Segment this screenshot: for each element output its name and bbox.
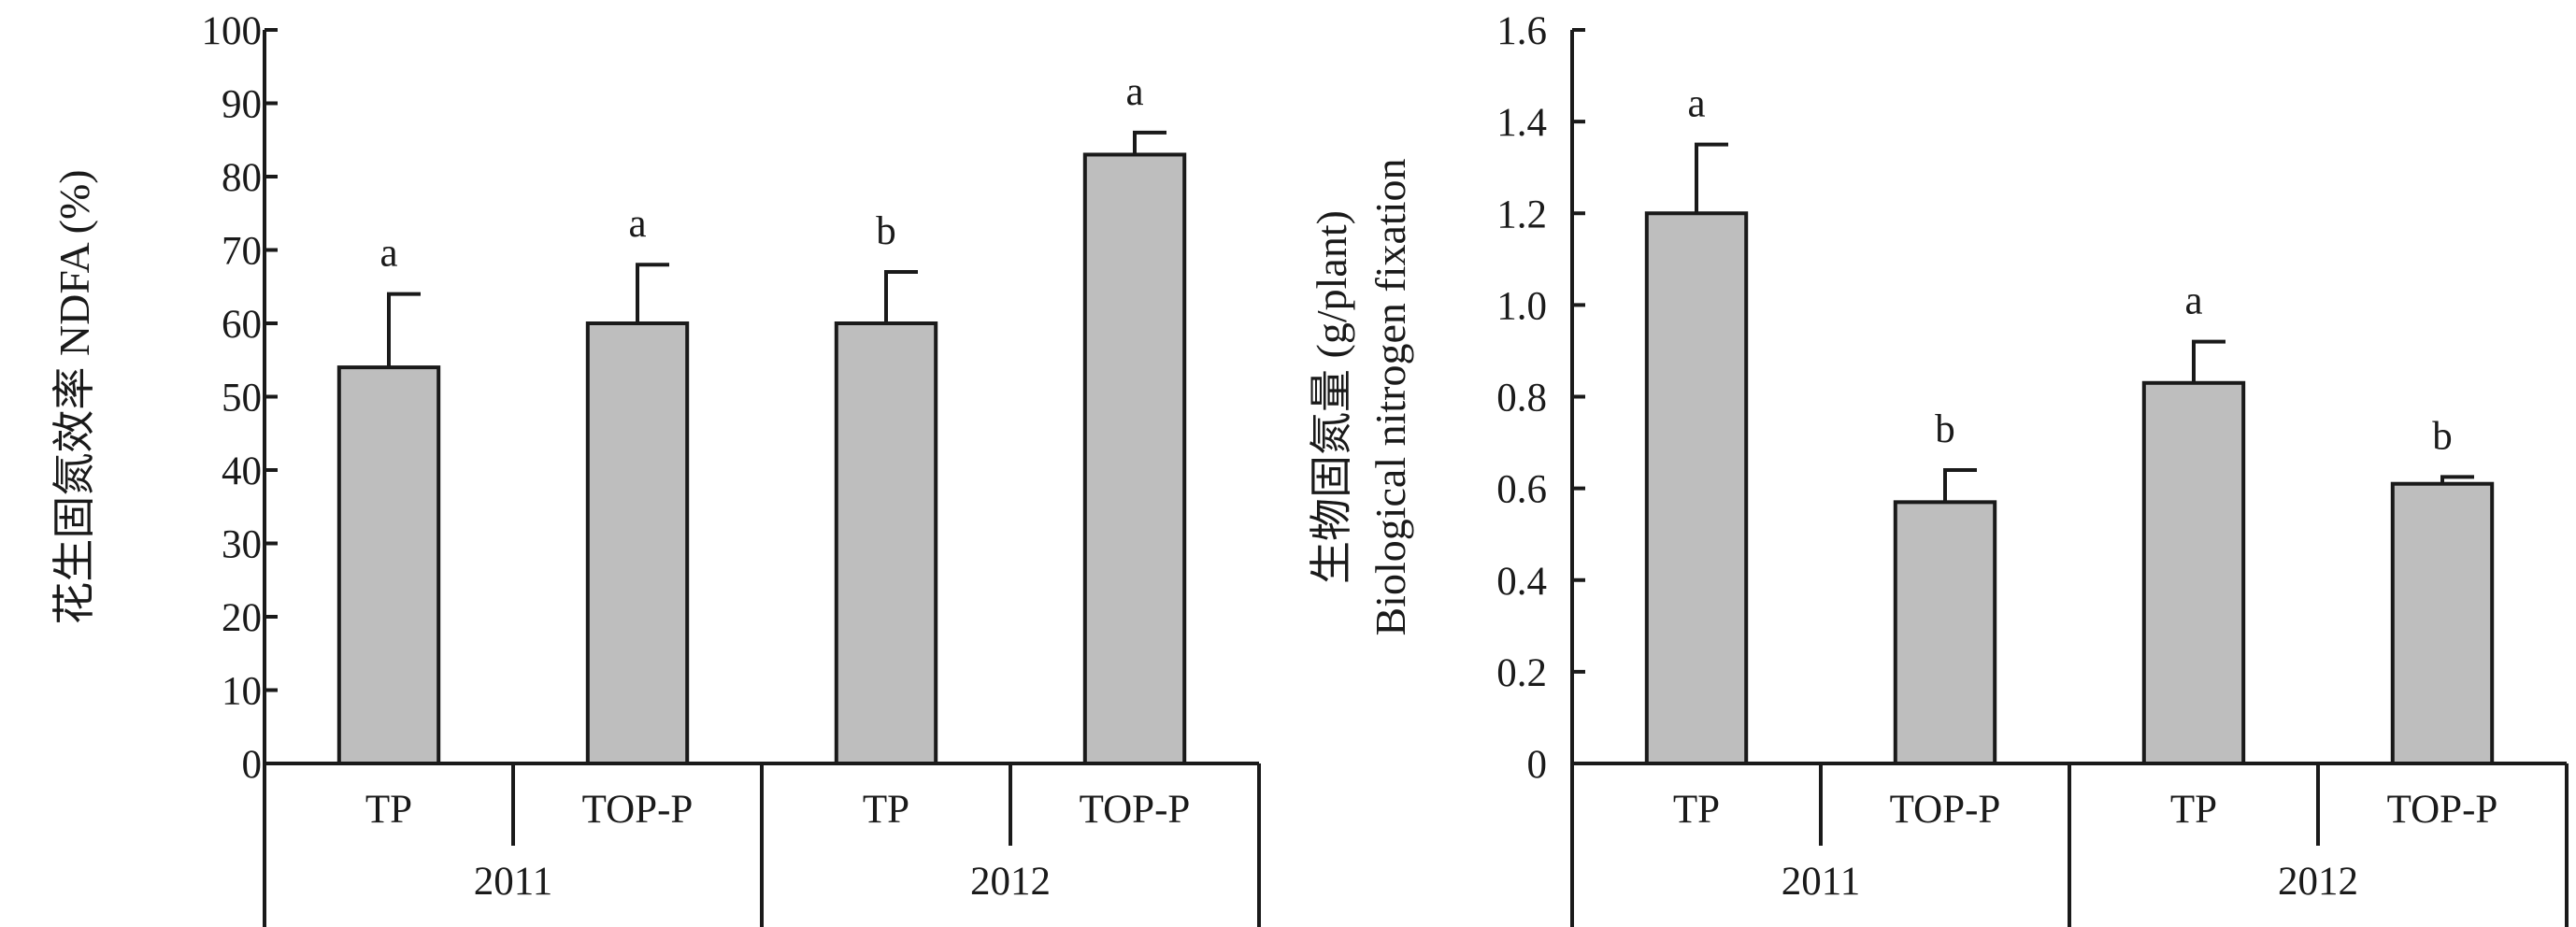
significance-label: a [1125,70,1143,114]
significance-label: b [1935,407,1955,451]
bar [2390,481,2495,765]
bar [834,321,938,765]
y-tick-label: 90 [222,83,262,127]
y-axis-title-line-2: Biological nitrogen fixation [1367,158,1414,635]
bar [1082,152,1187,765]
bar [1644,211,1749,765]
y-tick-label: 100 [202,9,263,53]
y-tick-label: 10 [222,670,262,714]
y-tick-label: 0.2 [1496,651,1547,695]
y-tick-label: 1.6 [1496,9,1547,53]
x-category-label: TP [1673,788,1720,832]
x-group-label: 2012 [2278,860,2358,904]
x-group-label: 2011 [474,860,552,904]
y-tick-label: 0 [1527,743,1548,787]
y-tick-label: 30 [222,523,262,567]
significance-label: a [1687,82,1705,126]
significance-label: a [2184,279,2202,323]
y-tick-label: 1.4 [1496,101,1547,145]
y-tick-label: 0.4 [1496,560,1547,604]
x-category-label: TP [365,788,412,832]
y-tick-label: 50 [222,377,262,421]
bar [585,321,690,765]
y-tick-label: 60 [222,303,262,347]
x-category-label: TOP-P [2387,788,2498,832]
bar [2141,380,2246,765]
bar [1893,500,1997,765]
x-category-label: TP [2170,788,2217,832]
y-axis-title-line-1: 生物固氮量 (g/plant) [1308,210,1355,584]
y-tick-label: 20 [222,596,262,640]
significance-label: a [379,232,397,276]
significance-label: a [628,202,646,246]
x-group-label: 2011 [1782,860,1860,904]
chart-panel-1: 0 10 20 30 40 50 60 70 80 90 100 花生固氮效率 NDFA (%) a TP… [50,9,1261,927]
significance-label: b [2432,414,2453,458]
y-tick-label: 0.6 [1496,468,1547,512]
y-tick-label: 0 [242,743,263,787]
x-group-label: 2012 [970,860,1051,904]
x-category-label: TOP-P [1890,788,2001,832]
y-tick-label: 40 [222,449,262,493]
x-category-label: TP [863,788,909,832]
x-category-label: TOP-P [1080,788,1191,832]
y-tick-label: 1.0 [1496,284,1547,328]
y-tick-label: 1.2 [1496,193,1547,236]
y-tick-label: 0.8 [1496,377,1547,421]
y-tick-label: 80 [222,156,262,200]
bar [336,365,441,765]
chart-panel-2: 0 0.2 0.4 0.6 0.8 1.0 1.2 1.4 1.6 生物固氮量 (g/plant)… [1308,9,2569,927]
y-tick-label: 70 [222,230,262,274]
x-category-label: TOP-P [582,788,694,832]
significance-label: b [876,209,896,253]
y-axis-title: 花生固氮效率 NDFA (%) [50,169,98,624]
